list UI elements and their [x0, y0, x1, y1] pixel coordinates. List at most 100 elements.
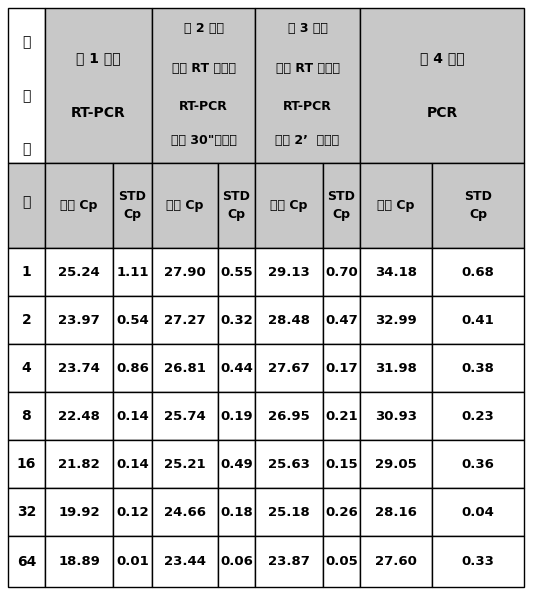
Text: 18.89: 18.89: [58, 555, 100, 568]
Bar: [323, 440, 360, 488]
Bar: [360, 488, 432, 536]
Text: 27.27: 27.27: [164, 313, 206, 327]
Text: 1: 1: [22, 265, 31, 279]
Text: 23.87: 23.87: [268, 555, 310, 568]
Text: 平均 Cp: 平均 Cp: [270, 199, 308, 212]
Bar: [360, 248, 432, 296]
Text: 不含 RT 步骤的: 不含 RT 步骤的: [276, 61, 340, 74]
Bar: [432, 163, 524, 248]
Text: 第 4 块板: 第 4 块板: [419, 51, 464, 65]
Text: 23.74: 23.74: [58, 362, 100, 374]
Text: Cp: Cp: [333, 208, 351, 221]
Bar: [360, 344, 432, 392]
Bar: [8, 440, 45, 488]
Text: 22.48: 22.48: [58, 409, 100, 423]
Bar: [113, 296, 152, 344]
Bar: [360, 163, 432, 248]
Text: 0.14: 0.14: [116, 409, 149, 423]
Text: 64: 64: [17, 554, 36, 569]
Bar: [432, 296, 524, 344]
Text: 数: 数: [22, 142, 31, 156]
Text: 不含 RT 步骤的: 不含 RT 步骤的: [172, 61, 236, 74]
Bar: [323, 248, 360, 296]
Bar: [152, 536, 218, 587]
Text: 0.86: 0.86: [116, 362, 149, 374]
Text: 0.12: 0.12: [116, 505, 149, 519]
Text: 21.82: 21.82: [58, 458, 100, 470]
Bar: [45, 296, 113, 344]
Text: 32: 32: [17, 505, 36, 519]
Bar: [152, 392, 218, 440]
Text: 0.68: 0.68: [462, 265, 495, 278]
Bar: [113, 488, 152, 536]
Bar: [255, 248, 323, 296]
Bar: [323, 296, 360, 344]
Bar: [218, 248, 255, 296]
Bar: [8, 392, 45, 440]
Text: 第 1 块板: 第 1 块板: [76, 51, 121, 65]
Bar: [218, 163, 255, 248]
Bar: [113, 248, 152, 296]
Bar: [218, 488, 255, 536]
Bar: [8, 536, 45, 587]
Text: 27.90: 27.90: [164, 265, 206, 278]
Text: 30.93: 30.93: [375, 409, 417, 423]
Text: 31.98: 31.98: [375, 362, 417, 374]
Bar: [432, 344, 524, 392]
Bar: [45, 392, 113, 440]
Bar: [323, 344, 360, 392]
Bar: [152, 163, 218, 248]
Bar: [218, 344, 255, 392]
Text: 26.81: 26.81: [164, 362, 206, 374]
Text: 27.60: 27.60: [375, 555, 417, 568]
Text: 胞: 胞: [22, 89, 31, 103]
Bar: [45, 536, 113, 587]
Text: Cp: Cp: [469, 208, 487, 221]
Bar: [8, 344, 45, 392]
Bar: [255, 296, 323, 344]
Bar: [360, 440, 432, 488]
Bar: [255, 163, 323, 248]
Bar: [432, 248, 524, 296]
Bar: [218, 296, 255, 344]
Bar: [323, 392, 360, 440]
Bar: [8, 8, 45, 163]
Text: 0.26: 0.26: [325, 505, 358, 519]
Text: 1.11: 1.11: [116, 265, 149, 278]
Text: 0.41: 0.41: [462, 313, 495, 327]
Bar: [432, 536, 524, 587]
Text: 25.24: 25.24: [58, 265, 100, 278]
Text: 0.47: 0.47: [325, 313, 358, 327]
Bar: [113, 163, 152, 248]
Text: 0.18: 0.18: [220, 505, 253, 519]
Text: 具有 2’  預温育: 具有 2’ 預温育: [276, 135, 340, 147]
Bar: [152, 8, 255, 163]
Text: 细: 细: [22, 36, 31, 49]
Bar: [360, 392, 432, 440]
Bar: [152, 248, 218, 296]
Text: 0.17: 0.17: [325, 362, 358, 374]
Text: 28.48: 28.48: [268, 313, 310, 327]
Text: 32.99: 32.99: [375, 313, 417, 327]
Text: 平均 Cp: 平均 Cp: [60, 199, 98, 212]
Text: 0.21: 0.21: [325, 409, 358, 423]
Text: 0.54: 0.54: [116, 313, 149, 327]
Text: 28.16: 28.16: [375, 505, 417, 519]
Text: 4: 4: [22, 361, 31, 375]
Text: 具有 30"預温育: 具有 30"預温育: [171, 135, 237, 147]
Bar: [8, 488, 45, 536]
Bar: [255, 488, 323, 536]
Text: PCR: PCR: [426, 106, 458, 120]
Text: 第 2 块板: 第 2 块板: [183, 21, 223, 35]
Bar: [323, 536, 360, 587]
Text: 0.36: 0.36: [462, 458, 495, 470]
Bar: [45, 8, 152, 163]
Bar: [45, 440, 113, 488]
Bar: [255, 8, 360, 163]
Bar: [152, 440, 218, 488]
Text: 0.38: 0.38: [462, 362, 495, 374]
Bar: [113, 344, 152, 392]
Bar: [255, 440, 323, 488]
Text: 第 3 块板: 第 3 块板: [288, 21, 327, 35]
Bar: [113, 536, 152, 587]
